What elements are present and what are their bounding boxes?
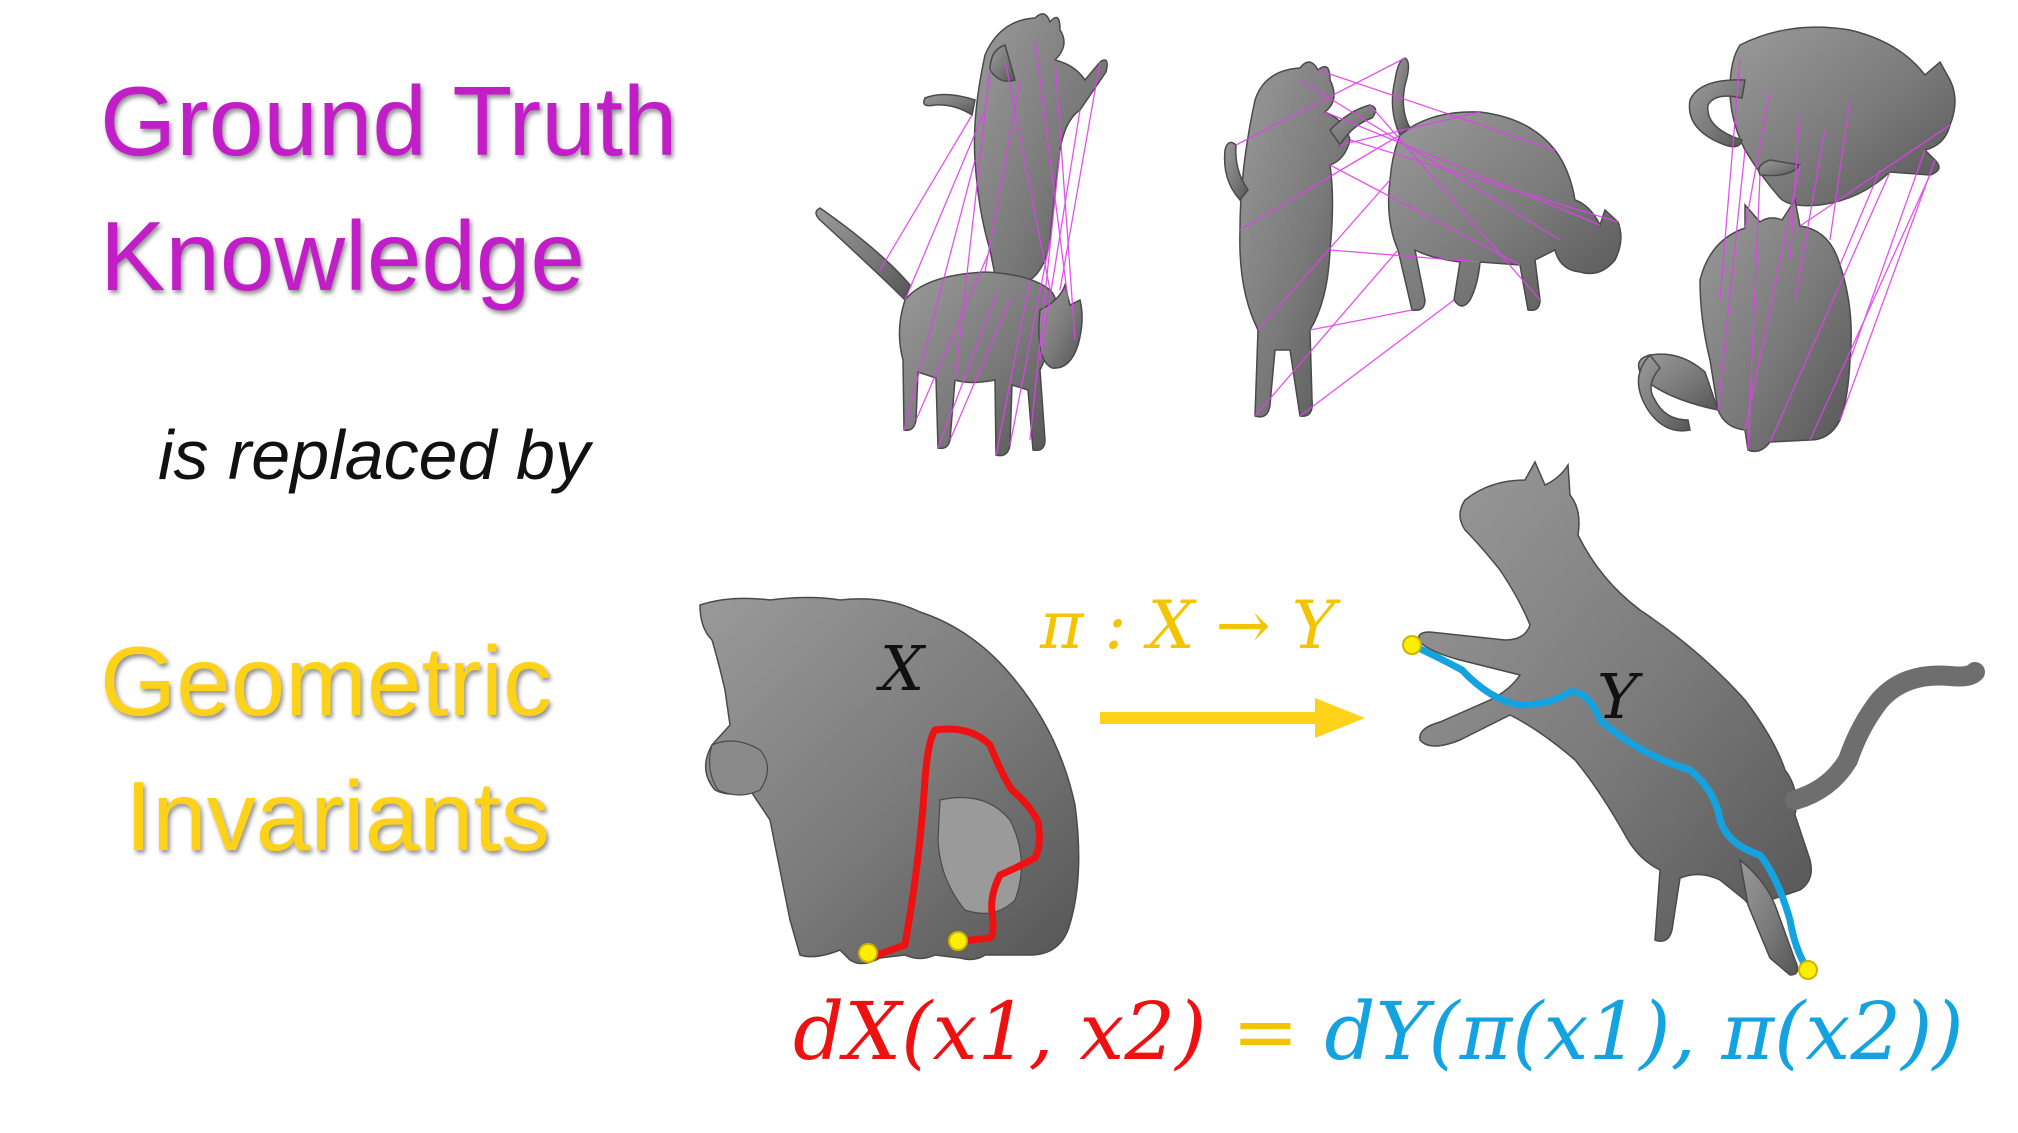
ground-truth-heading-line2: Knowledge: [100, 201, 585, 311]
shape-x-cat: [699, 596, 1080, 965]
correspondence-lines: [1235, 57, 1619, 417]
cat-shape: [1223, 57, 1622, 418]
endpoint-x1: [858, 943, 878, 963]
cat-pair-1: [815, 13, 1108, 457]
correspondence-lines: [1717, 59, 1951, 451]
replaced-by-text: is replaced by: [158, 416, 590, 494]
equation-equals: =: [1231, 985, 1299, 1078]
cat-pair-3: [1637, 26, 1956, 453]
endpoint-y2: [1798, 960, 1818, 980]
cat-pair-2: [1223, 57, 1622, 418]
ground-truth-heading-line1: Ground Truth: [100, 66, 678, 176]
geodesic-path-x: [873, 725, 1043, 959]
geometric-heading-line2: Invariants: [125, 761, 550, 871]
correspondence-lines: [879, 39, 1101, 456]
shape-y-cat: [1418, 460, 1985, 976]
shape-y-label: Y: [1597, 660, 1638, 733]
geometric-heading-line1: Geometric: [100, 626, 553, 736]
equation-left: dX(x1, x2): [793, 985, 1207, 1078]
endpoint-y1: [1402, 635, 1422, 655]
shape-x-label: X: [880, 632, 925, 705]
cat-shape: [815, 13, 1108, 457]
mapping-label: π : X → Y: [1040, 587, 1336, 664]
mapping-arrow: [1100, 698, 1365, 738]
endpoint-x2: [948, 931, 968, 951]
cat-shape: [1637, 26, 1956, 453]
equation-right: dY(π(x1), π(x2)): [1324, 985, 1964, 1078]
metric-preservation-equation: dX(x1, x2) = dY(π(x1), π(x2)): [793, 985, 1964, 1078]
geodesic-path-y: [1408, 641, 1812, 974]
